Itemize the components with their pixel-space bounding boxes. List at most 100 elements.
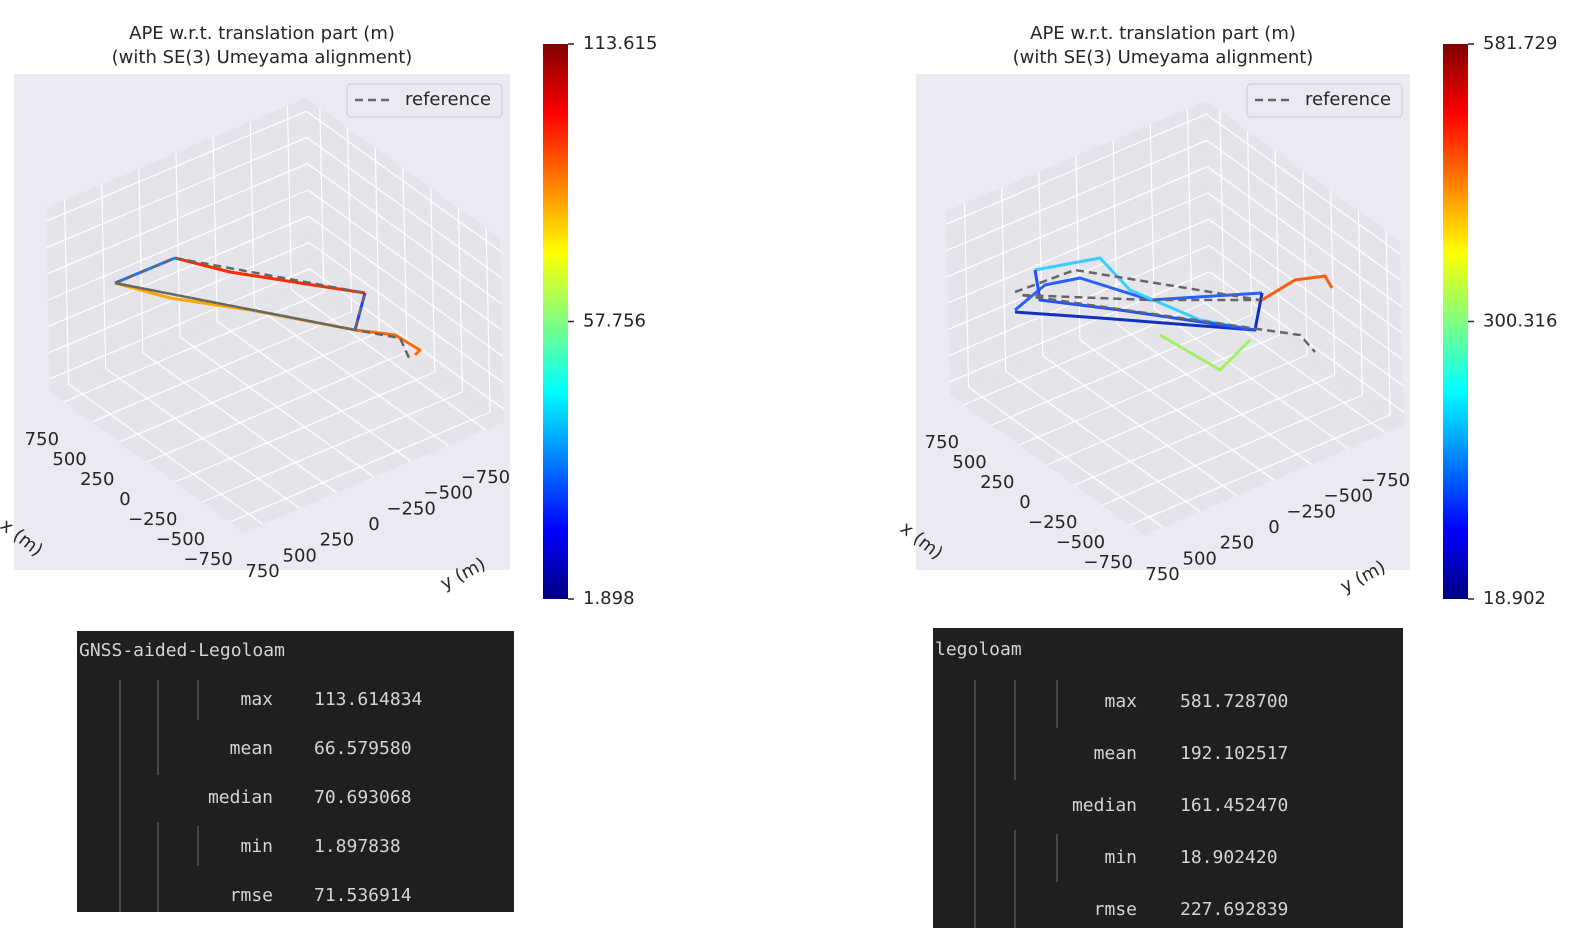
- reference-trajectory: [1014, 268, 1316, 353]
- y-tick-label: −750: [461, 467, 510, 488]
- grid-line: [48, 215, 309, 327]
- grid-line: [1191, 292, 1386, 434]
- stat-label: max: [240, 689, 273, 710]
- colorbar-tick-label: 18.902: [1483, 588, 1546, 609]
- grid-line: [949, 271, 1210, 383]
- stat-label: rmse: [230, 885, 273, 906]
- grid-line: [105, 367, 301, 509]
- stat-value: 1.897838: [314, 836, 401, 857]
- grid-line: [968, 386, 1163, 528]
- y-tick-label: 0: [1268, 517, 1279, 538]
- legend-box: [346, 83, 503, 118]
- stat-label: min: [240, 836, 273, 857]
- trajectory: [1159, 333, 1252, 372]
- grid-line: [948, 245, 1210, 357]
- grid-line: [1208, 218, 1403, 360]
- grid-line: [1042, 355, 1238, 497]
- grid-line: [308, 242, 504, 384]
- colorbar-tick-label: 1.898: [583, 588, 635, 609]
- y-tick-label: 250: [320, 530, 354, 551]
- x-tick-label: −250: [1028, 512, 1077, 533]
- grid-line: [47, 189, 309, 301]
- stat-label: max: [1104, 691, 1137, 712]
- grid-line: [1207, 166, 1402, 308]
- stat-value: 70.693068: [314, 787, 412, 808]
- grid-line: [307, 163, 502, 305]
- chart-subtitle: (with SE(3) Umeyama alignment): [112, 47, 413, 68]
- stat-value: 66.579580: [314, 738, 412, 759]
- grid-line: [308, 215, 503, 357]
- trajectory: [1014, 276, 1263, 312]
- stat-value: 18.902420: [1180, 847, 1278, 868]
- stat-label: min: [1104, 847, 1137, 868]
- grid-line: [1079, 339, 1275, 481]
- stat-value: 581.728700: [1180, 691, 1288, 712]
- stat-value: 113.614834: [314, 689, 422, 710]
- stat-label: rmse: [1094, 899, 1137, 920]
- chart-subtitle: (with SE(3) Umeyama alignment): [1013, 47, 1314, 68]
- chart-title: APE w.r.t. translation part (m): [129, 23, 395, 44]
- stat-label: median: [1072, 795, 1137, 816]
- grid-line: [948, 218, 1209, 330]
- x-tick-label: −750: [1083, 552, 1132, 573]
- grid-line: [1116, 323, 1312, 465]
- grid-line: [179, 336, 375, 478]
- terminal-panel: [77, 631, 514, 912]
- y-tick-label: 0: [368, 514, 379, 535]
- grid-line: [1208, 245, 1404, 387]
- grid-line: [68, 383, 263, 525]
- y-tick-label: 750: [1145, 564, 1179, 585]
- terminal-panel: [933, 628, 1403, 928]
- y-tick-label: −750: [1361, 470, 1410, 491]
- stat-label: mean: [230, 738, 273, 759]
- grid-line: [946, 139, 1208, 251]
- colorbar-tick-label: 57.756: [583, 311, 646, 332]
- colorbar-tick-label: 581.729: [1483, 33, 1557, 54]
- stats-name: legoloam: [935, 639, 1022, 660]
- colorbar-tick-label: 113.615: [583, 33, 657, 54]
- grid-line: [947, 166, 1208, 278]
- grid-line: [291, 289, 486, 431]
- stats-name: GNSS-aided-Legoloam: [79, 640, 285, 661]
- grid-line: [306, 136, 502, 278]
- grid-line: [46, 110, 307, 222]
- trajectory: [354, 328, 422, 357]
- y-tick-label: −250: [1286, 501, 1335, 522]
- stat-label: median: [208, 787, 273, 808]
- y-tick-label: 750: [245, 561, 279, 582]
- grid-line: [46, 136, 308, 248]
- grid-line: [253, 305, 449, 447]
- x-tick-label: 750: [925, 432, 959, 453]
- x-tick-label: 0: [1019, 492, 1030, 513]
- y-tick-label: 500: [1183, 548, 1217, 569]
- grid-line: [1205, 113, 1401, 255]
- legend-label: reference: [405, 89, 491, 110]
- colorbar: [543, 44, 568, 599]
- colorbar: [1443, 44, 1468, 599]
- reference-trajectory: [114, 256, 412, 361]
- trajectory: [1033, 269, 1256, 332]
- y-tick-label: −500: [1324, 486, 1373, 507]
- grid-line: [946, 113, 1207, 225]
- grid-line: [307, 189, 503, 331]
- x-tick-label: −250: [128, 509, 177, 530]
- x-tick-label: 500: [52, 449, 86, 470]
- x-tick-label: 250: [980, 472, 1014, 493]
- grid-line: [49, 268, 310, 380]
- x-tick-label: 0: [119, 489, 130, 510]
- grid-line: [1153, 308, 1349, 450]
- grid-line: [47, 163, 308, 275]
- grid-line: [142, 352, 338, 494]
- grid-line: [216, 320, 412, 462]
- chart-title: APE w.r.t. translation part (m): [1030, 23, 1296, 44]
- stat-value: 192.102517: [1180, 743, 1288, 764]
- grid-line: [48, 242, 310, 354]
- y-tick-label: 500: [283, 545, 317, 566]
- grid-line: [947, 192, 1209, 304]
- legend-box: [1246, 83, 1403, 118]
- grid-line: [1005, 370, 1201, 512]
- x-tick-label: 750: [25, 429, 59, 450]
- grid-line: [305, 110, 501, 252]
- y-tick-label: −250: [386, 498, 435, 519]
